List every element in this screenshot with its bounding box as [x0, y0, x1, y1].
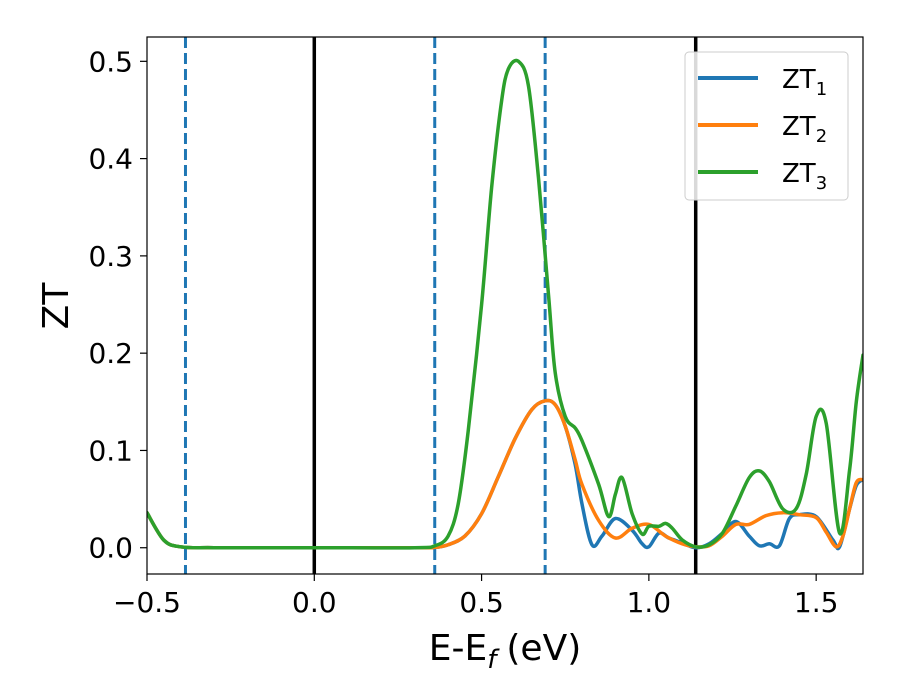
x-axis-title-unit: (eV)	[506, 628, 581, 669]
x-tick-label: 0.0	[292, 586, 337, 619]
y-tick-label: 0.4	[88, 143, 133, 176]
x-tick-label: 1.0	[627, 586, 672, 619]
legend-box	[684, 51, 849, 201]
plot-frame	[146, 36, 864, 575]
legend: ZT1 ZT2 ZT3	[684, 51, 849, 201]
legend-label-zt2: ZT2	[782, 112, 827, 147]
y-tick-label: 0.3	[88, 240, 133, 273]
x-axis-title-main: E-E	[429, 628, 487, 669]
x-tick-label: −0.5	[113, 586, 181, 619]
y-axis: 0.0 0.1 0.2 0.3 0.4 0.5	[88, 45, 147, 565]
x-tick-label: 0.5	[459, 586, 504, 619]
legend-label-zt1: ZT1	[782, 65, 827, 100]
series-lines	[147, 58, 863, 551]
x-axis-title: E-Ef (eV)	[429, 628, 582, 675]
y-tick-label: 0.5	[88, 45, 133, 78]
legend-items: ZT1 ZT2 ZT3	[698, 65, 827, 194]
x-axis: −0.5 0.0 0.5 1.0 1.5	[113, 574, 838, 619]
y-tick-label: 0.0	[88, 532, 133, 565]
series-line-zt3	[147, 58, 863, 550]
y-tick-label: 0.1	[88, 434, 133, 467]
y-tick-label: 0.2	[88, 337, 133, 370]
y-axis-title: ZT	[36, 282, 77, 330]
x-tick-label: 1.5	[794, 586, 839, 619]
legend-label-zt3: ZT3	[782, 159, 827, 194]
